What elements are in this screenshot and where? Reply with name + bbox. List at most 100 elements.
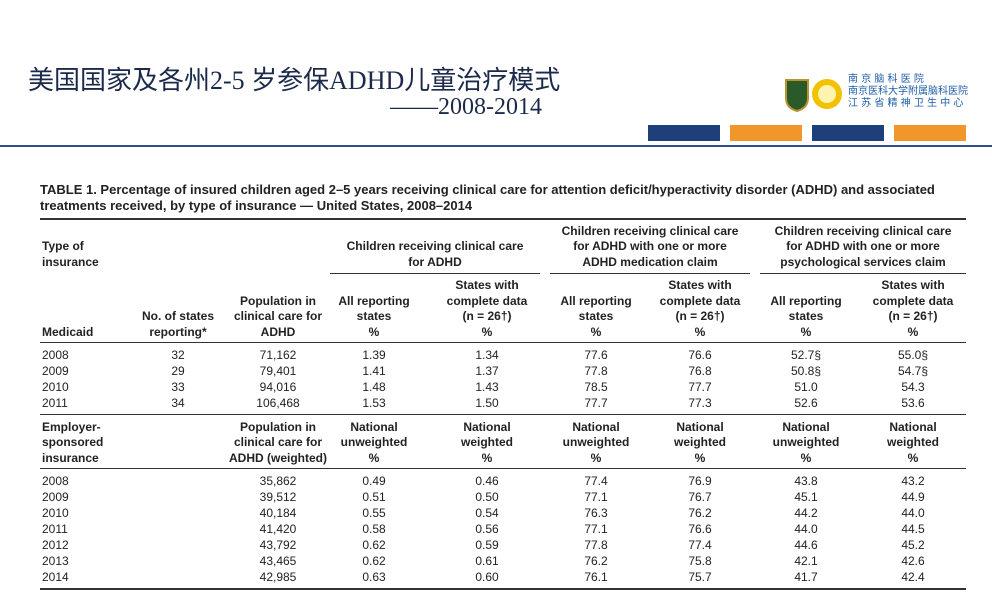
group-header-line: for ADHD xyxy=(408,254,462,269)
group-header-line: Children receiving clinical care xyxy=(561,223,739,238)
column-header: Medicaid xyxy=(42,325,93,341)
table-cell: 44.5 xyxy=(901,522,925,536)
table-cell: 78.5 xyxy=(584,380,608,394)
type-label-line: insurance xyxy=(42,254,99,269)
column-header: No. of states reporting* xyxy=(108,309,248,340)
column-header-line: states xyxy=(578,309,614,323)
column-header-line: unweighted xyxy=(340,435,408,449)
column-header: National weighted% xyxy=(630,420,770,467)
table-cell: 44.2 xyxy=(794,506,818,520)
table-cell: 0.61 xyxy=(475,554,499,568)
column-header: States with complete data (n = 26†)% xyxy=(417,278,557,340)
column-header-line: clinical care for xyxy=(233,309,323,323)
column-header-line: (n = 26†) xyxy=(462,309,512,323)
table-cell: 1.53 xyxy=(362,396,386,410)
column-header-line: % xyxy=(590,324,602,339)
column-header-line: insurance xyxy=(42,450,99,465)
table-cell: 77.7 xyxy=(584,396,608,410)
column-header-line: % xyxy=(907,450,919,465)
table-cell: 40,184 xyxy=(259,506,297,520)
column-header-line: States with xyxy=(881,278,945,292)
table-cell: 77.7 xyxy=(688,380,712,394)
table-cell: 43,792 xyxy=(259,538,297,552)
table-cell: 1.34 xyxy=(475,348,499,362)
column-header: Population in clinical care for ADHD xyxy=(208,294,348,341)
table-cell: 0.56 xyxy=(475,522,499,536)
table-cell: 2010 xyxy=(42,506,69,520)
rule xyxy=(330,273,540,274)
table-cell: 52.6 xyxy=(794,396,818,410)
table-cell: 54.3 xyxy=(901,380,925,394)
table-cell: 53.6 xyxy=(901,396,925,410)
column-header-line: All reporting xyxy=(560,293,632,308)
rule xyxy=(40,218,966,220)
type-label: Type of insurance xyxy=(42,239,99,270)
table-cell: 45.1 xyxy=(794,490,818,504)
table-cell: 76.8 xyxy=(688,364,712,378)
table-cell: 2008 xyxy=(42,474,69,488)
group-header: Children receiving clinical care for ADHD… xyxy=(550,224,750,271)
table-cell: 0.55 xyxy=(362,506,386,520)
column-header: Employer-sponsored insurance xyxy=(42,420,103,467)
table-cell: 0.62 xyxy=(362,554,386,568)
column-header-line: (n = 26†) xyxy=(888,309,938,323)
table-cell: 76.9 xyxy=(688,474,712,488)
divider xyxy=(0,145,992,147)
table-cell: 77.8 xyxy=(584,538,608,552)
table-cell: 2011 xyxy=(42,522,68,536)
rule xyxy=(40,414,966,415)
group-header: Children receiving clinical care for ADHD… xyxy=(760,224,966,271)
column-header-line: weighted xyxy=(460,435,513,449)
table-cell: 77.3 xyxy=(688,396,712,410)
column-header: National weighted% xyxy=(843,420,983,467)
table-caption: treatments received, by type of insuranc… xyxy=(40,198,473,213)
column-header: Population in clinical care for ADHD (weig… xyxy=(208,420,348,467)
column-header-line: % xyxy=(907,324,919,339)
table-cell: 42.6 xyxy=(901,554,925,568)
table-cell: 76.7 xyxy=(688,490,712,504)
table-cell: 76.6 xyxy=(688,348,712,362)
column-header-line: % xyxy=(694,324,706,339)
table-cell: 42,985 xyxy=(259,570,297,584)
table-cell: 50.8§ xyxy=(790,364,822,378)
table-cell: 0.59 xyxy=(475,538,499,552)
table-cell: 32 xyxy=(171,348,185,362)
table-cell: 2014 xyxy=(42,570,69,584)
table-cell: 0.54 xyxy=(475,506,499,520)
column-header-line: states xyxy=(356,309,392,323)
table-cell: 42.1 xyxy=(794,554,818,568)
table-cell: 45.2 xyxy=(901,538,925,552)
color-bar xyxy=(730,125,802,141)
column-header-line: Population in xyxy=(240,419,316,434)
table-cell: 29 xyxy=(171,364,185,378)
table-cell: 0.63 xyxy=(362,570,386,584)
column-header-line: complete data xyxy=(659,293,741,308)
table-caption: TABLE 1. Percentage of insured children … xyxy=(40,182,935,197)
rule xyxy=(550,273,750,274)
column-header: States with complete data (n = 26†)% xyxy=(630,278,770,340)
column-header-line: All reporting xyxy=(338,293,410,308)
table-cell: 1.48 xyxy=(362,380,386,394)
table-cell: 2009 xyxy=(42,364,69,378)
column-header-line: National xyxy=(889,419,937,434)
column-header-line: clinical care for xyxy=(233,435,323,449)
color-bar xyxy=(812,125,884,141)
table-cell: 77.4 xyxy=(688,538,712,552)
table-cell: 77.6 xyxy=(584,348,608,362)
column-header: All reporting states% xyxy=(526,294,666,341)
column-header-line: unweighted xyxy=(562,435,630,449)
table-cell: 77.8 xyxy=(584,364,608,378)
group-header-line: psychological services claim xyxy=(780,254,946,269)
column-header-line: sponsored xyxy=(42,435,104,449)
group-header-line: for ADHD with one or more xyxy=(573,239,727,253)
table-cell: 42.4 xyxy=(901,570,925,584)
column-header-line: ADHD (weighted) xyxy=(229,450,327,465)
group-header-line: for ADHD with one or more xyxy=(786,239,940,253)
column-header-line: % xyxy=(368,324,380,339)
column-header-line: National xyxy=(572,419,620,434)
column-header: All reporting states% xyxy=(736,294,876,341)
rule xyxy=(760,273,966,274)
rule xyxy=(40,468,966,469)
column-header-line: % xyxy=(368,450,380,465)
rule xyxy=(40,342,966,343)
